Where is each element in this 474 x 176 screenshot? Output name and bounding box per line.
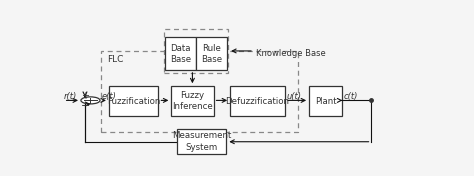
Bar bbox=[164, 37, 196, 70]
Text: Rule
Base: Rule Base bbox=[201, 44, 222, 64]
Bar bbox=[109, 86, 158, 116]
Text: Defuzzification: Defuzzification bbox=[226, 97, 290, 106]
Text: −: − bbox=[82, 101, 91, 111]
Text: +: + bbox=[82, 91, 89, 101]
Text: u(t): u(t) bbox=[287, 92, 302, 101]
Text: Measurement
System: Measurement System bbox=[172, 131, 231, 152]
Text: Knowledge Base: Knowledge Base bbox=[256, 49, 326, 58]
Circle shape bbox=[81, 97, 100, 104]
Bar bbox=[164, 29, 228, 73]
Text: Data
Base: Data Base bbox=[170, 44, 191, 64]
Bar bbox=[230, 86, 285, 116]
Bar bbox=[101, 51, 298, 132]
Text: Fuzzification: Fuzzification bbox=[107, 97, 160, 106]
Text: Fuzzy
Inference: Fuzzy Inference bbox=[172, 91, 213, 111]
Bar bbox=[177, 129, 227, 154]
Bar bbox=[309, 86, 342, 116]
Text: c(t): c(t) bbox=[344, 92, 358, 101]
Text: r(t): r(t) bbox=[64, 92, 77, 101]
Bar bbox=[171, 86, 213, 116]
Text: Plant: Plant bbox=[315, 97, 337, 106]
Text: FLC: FLC bbox=[107, 55, 123, 64]
Text: e(t): e(t) bbox=[101, 92, 117, 101]
Bar bbox=[196, 37, 227, 70]
